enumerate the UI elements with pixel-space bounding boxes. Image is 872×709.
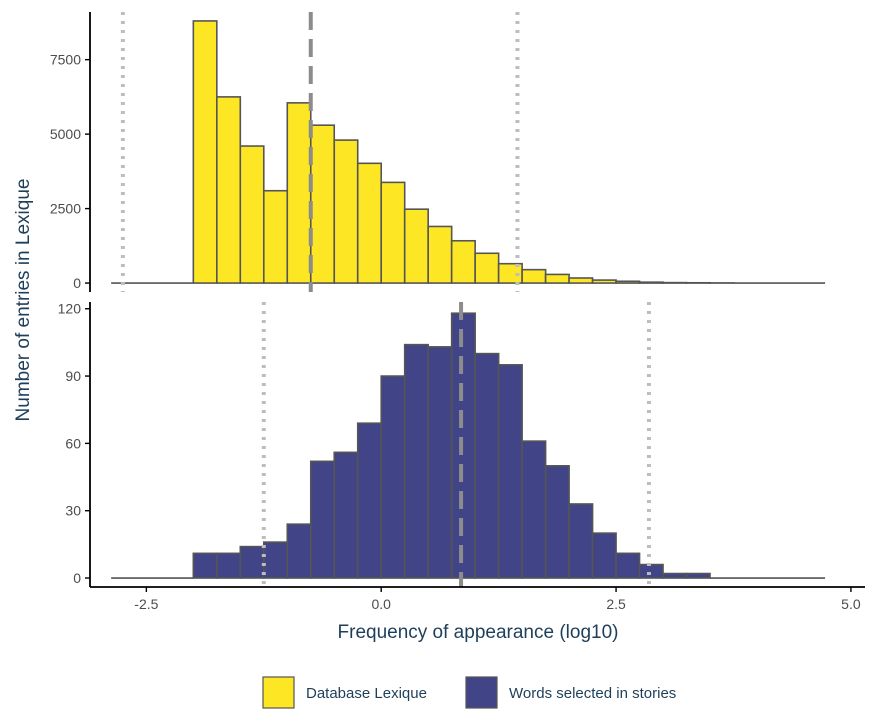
x-axis-title: Frequency of appearance (log10) [338, 622, 619, 643]
top-bar-8 [356, 162, 383, 284]
bottom-bar-19 [615, 552, 641, 579]
bottom-bar-8 [356, 422, 383, 579]
top-y-tick-label-0: 0 [73, 275, 81, 291]
bottom-bar-6 [309, 460, 336, 579]
legend: Database Lexique Words selected in stori… [262, 676, 676, 709]
top-panel: 0 2500 5000 7500 [50, 12, 826, 292]
top-y-tick-label-3: 7500 [50, 52, 81, 68]
top-bar-9 [380, 181, 406, 284]
top-bar-5 [286, 102, 312, 284]
x-axis: -2.5 0.0 2.5 5.0 [90, 586, 865, 612]
legend-swatch-database-lexique [262, 676, 295, 709]
top-bar-15 [521, 268, 547, 284]
top-bar-19 [615, 280, 641, 284]
bottom-y-tick-label-0: 0 [73, 570, 81, 586]
bottom-bar-3 [239, 545, 265, 579]
top-bar-7 [333, 139, 359, 284]
top-bar-16 [544, 273, 570, 284]
bottom-bar-9 [380, 375, 406, 579]
top-bar-17 [568, 277, 594, 284]
top-bar-11 [427, 225, 453, 284]
top-bar-2 [216, 96, 242, 284]
bottom-bar-14 [497, 364, 523, 579]
bottom-y-tick-label-2: 60 [65, 435, 81, 451]
top-bar-18 [591, 279, 617, 284]
bottom-bar-12 [450, 312, 476, 579]
bottom-bar-7 [333, 451, 359, 579]
top-y-tick-label-1: 2500 [50, 201, 81, 217]
top-bar-13 [474, 252, 500, 284]
bottom-bar-13 [474, 352, 500, 579]
top-bar-12 [450, 239, 476, 284]
top-bar-1 [192, 20, 218, 284]
x-tick-label-2: 2.5 [606, 596, 626, 612]
bottom-panel: 0 30 60 90 120 [58, 301, 826, 587]
x-tick-label-0: -2.5 [134, 596, 158, 612]
bottom-bar-11 [427, 346, 453, 579]
bottom-y-tick-label-4: 120 [58, 301, 82, 317]
bottom-y-tick-label-3: 90 [65, 368, 81, 384]
bottom-bar-10 [403, 343, 429, 579]
bottom-bar-2 [216, 552, 242, 579]
bottom-bar-20 [638, 563, 664, 579]
x-tick-label-3: 5.0 [841, 596, 861, 612]
y-axis-title: Number of entries in Lexique [13, 179, 34, 422]
bottom-bar-5 [286, 523, 312, 579]
legend-label-words-selected: Words selected in stories [509, 685, 676, 702]
legend-swatch-words-selected [465, 676, 498, 709]
legend-label-database-lexique: Database Lexique [306, 685, 427, 702]
bottom-bar-18 [591, 532, 617, 579]
top-bar-3 [239, 145, 265, 284]
top-y-tick-label-2: 5000 [50, 126, 81, 142]
top-bar-20 [638, 281, 664, 284]
top-bar-10 [403, 208, 429, 284]
bottom-bar-16 [544, 465, 570, 579]
bottom-bar-21 [662, 572, 688, 579]
top-bar-6 [309, 124, 336, 284]
x-tick-label-1: 0.0 [371, 596, 391, 612]
bottom-bar-4 [262, 541, 289, 579]
bottom-bar-22 [685, 572, 711, 579]
bottom-bar-1 [192, 552, 218, 579]
top-bar-4 [262, 189, 289, 284]
bottom-y-tick-label-1: 30 [65, 503, 81, 519]
bottom-bar-17 [568, 503, 594, 579]
bottom-bar-15 [521, 440, 547, 579]
